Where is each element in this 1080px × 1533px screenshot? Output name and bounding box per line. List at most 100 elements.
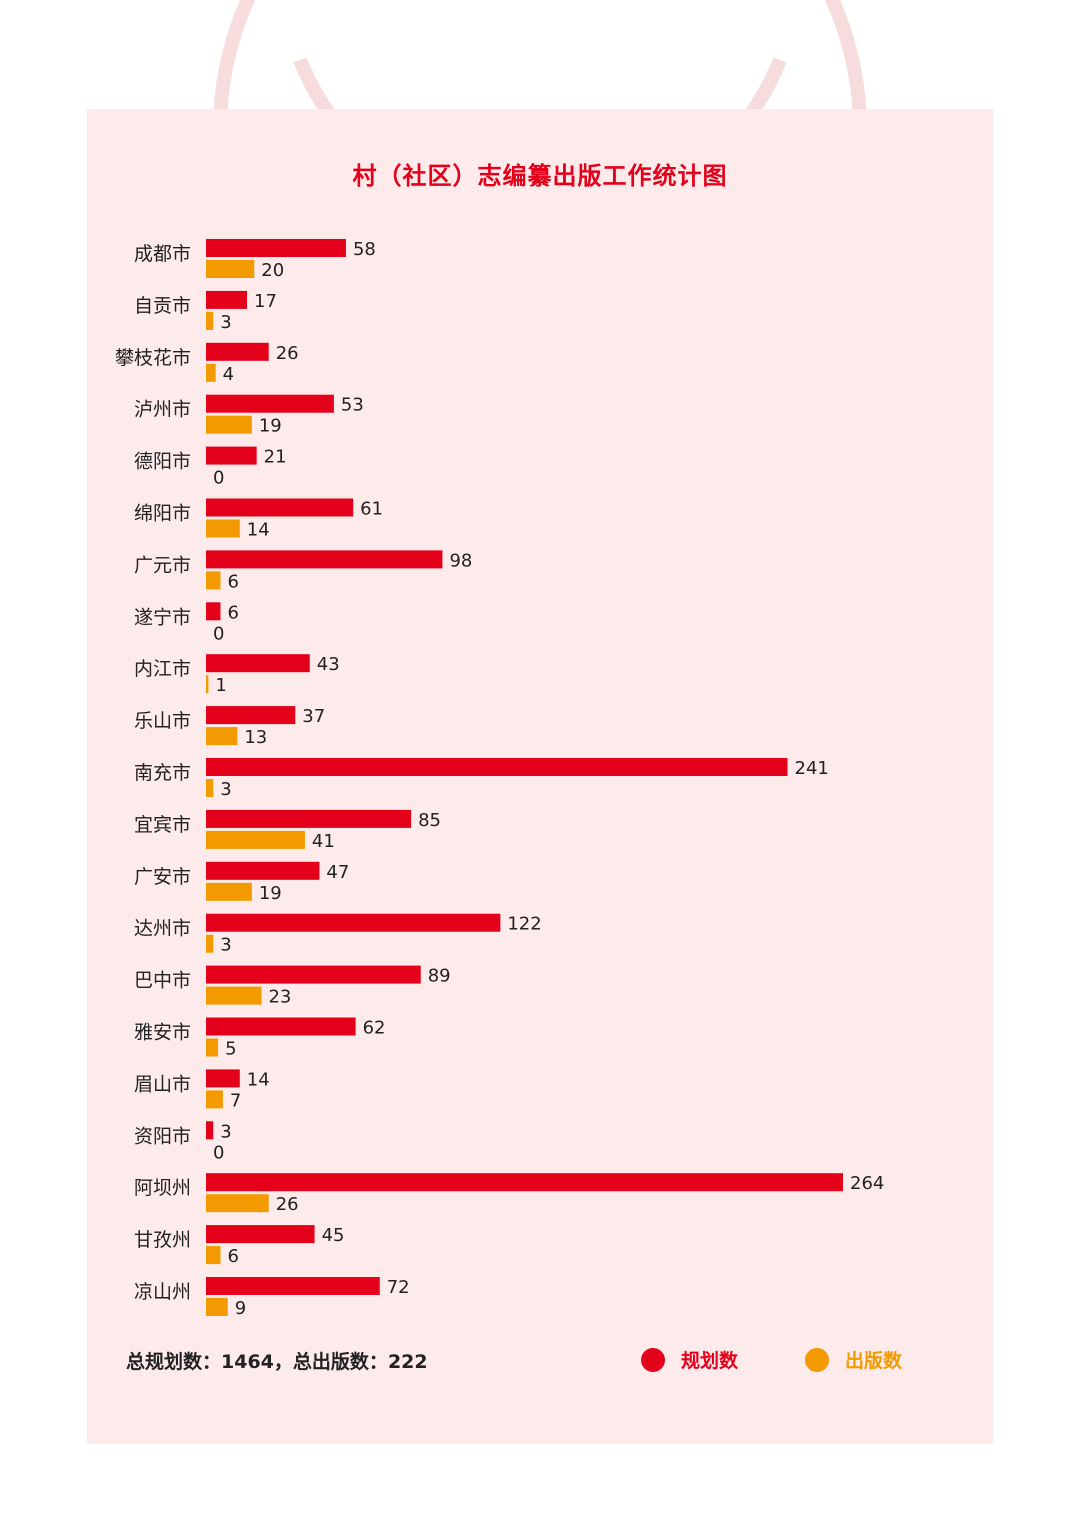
legend-label-published: 出版数 — [845, 1350, 903, 1372]
data-label-published: 41 — [312, 831, 335, 852]
bar-planned-绵阳市 — [206, 498, 354, 517]
bar-published-乐山市 — [206, 727, 238, 746]
data-label-planned: 241 — [795, 758, 829, 779]
data-label-published: 6 — [227, 1246, 238, 1267]
bar-planned-成都市 — [206, 239, 346, 257]
data-label-published: 23 — [268, 987, 291, 1008]
data-label-planned: 98 — [449, 550, 472, 571]
data-label-planned: 61 — [360, 499, 383, 520]
bar-published-眉山市 — [206, 1090, 223, 1109]
bar-published-阿坝州 — [206, 1194, 269, 1213]
bar-planned-广元市 — [206, 550, 443, 569]
data-label-planned: 85 — [418, 810, 441, 831]
legend-item-published: 出版数 — [805, 1346, 902, 1373]
bar-published-泸州市 — [206, 415, 252, 434]
category-label: 德阳市 — [134, 451, 191, 473]
total-planned-label: 总规划数： — [126, 1351, 222, 1373]
bar-planned-甘孜州 — [206, 1225, 315, 1244]
data-label-published: 4 — [223, 364, 234, 385]
data-label-planned: 122 — [507, 914, 541, 935]
bar-planned-德阳市 — [206, 446, 257, 465]
data-label-planned: 14 — [247, 1069, 270, 1090]
bar-planned-广安市 — [206, 861, 320, 880]
bar-planned-遂宁市 — [206, 602, 221, 621]
category-label: 阿坝州 — [134, 1177, 191, 1199]
data-label-published: 5 — [225, 1039, 236, 1060]
bar-published-成都市 — [206, 260, 255, 278]
legend-dot-planned — [641, 1347, 665, 1372]
data-label-published: 9 — [235, 1298, 246, 1319]
data-label-published: 3 — [220, 312, 231, 333]
bar-planned-凉山州 — [206, 1277, 380, 1295]
category-label: 凉山州 — [134, 1281, 191, 1303]
data-label-planned: 72 — [387, 1277, 410, 1298]
data-label-published: 19 — [259, 416, 282, 437]
chart-title: 村（社区）志编纂出版工作统计图 — [352, 162, 728, 190]
bar-published-广元市 — [206, 571, 221, 590]
bar-planned-南充市 — [206, 758, 788, 776]
category-label: 资阳市 — [134, 1125, 191, 1147]
category-label: 攀枝花市 — [115, 347, 191, 369]
category-label: 泸州市 — [134, 399, 191, 421]
bar-planned-自贡市 — [206, 290, 248, 309]
data-label-planned: 3 — [220, 1121, 231, 1142]
category-label: 绵阳市 — [134, 503, 191, 525]
data-label-planned: 6 — [227, 602, 238, 623]
bar-published-宜宾市 — [206, 830, 305, 849]
data-label-published: 7 — [230, 1090, 241, 1111]
bar-published-达州市 — [206, 934, 214, 953]
category-label: 甘孜州 — [134, 1229, 191, 1251]
data-label-published: 19 — [259, 883, 282, 904]
total-planned-value: 1464 — [221, 1351, 274, 1373]
data-label-planned: 26 — [276, 343, 299, 364]
data-label-published: 3 — [220, 779, 231, 800]
category-label: 巴中市 — [134, 970, 191, 992]
totals-separator: ， — [273, 1351, 293, 1373]
data-label-published: 0 — [213, 623, 224, 644]
category-label: 宜宾市 — [134, 814, 191, 836]
bar-published-攀枝花市 — [206, 363, 216, 382]
data-label-planned: 47 — [326, 862, 349, 883]
data-label-planned: 58 — [353, 239, 376, 260]
bar-published-甘孜州 — [206, 1246, 221, 1265]
category-label: 广安市 — [134, 866, 191, 888]
data-label-planned: 21 — [264, 447, 287, 468]
bar-planned-资阳市 — [206, 1121, 214, 1140]
bar-published-内江市 — [206, 675, 209, 694]
bar-published-巴中市 — [206, 986, 262, 1005]
bar-published-凉山州 — [206, 1298, 228, 1316]
bar-planned-宜宾市 — [206, 809, 412, 828]
bar-published-自贡市 — [206, 311, 214, 330]
bar-planned-攀枝花市 — [206, 342, 269, 361]
bar-planned-乐山市 — [206, 706, 296, 725]
total-published-label: 总出版数： — [292, 1351, 388, 1373]
data-label-published: 26 — [276, 1194, 299, 1215]
category-label: 自贡市 — [134, 295, 191, 317]
bar-planned-眉山市 — [206, 1069, 240, 1088]
bar-planned-阿坝州 — [206, 1173, 843, 1192]
data-label-published: 13 — [244, 727, 267, 748]
data-label-planned: 62 — [363, 1018, 386, 1039]
data-label-published: 14 — [247, 520, 270, 541]
category-label: 乐山市 — [134, 710, 191, 732]
data-label-planned: 37 — [302, 706, 325, 727]
category-label: 眉山市 — [134, 1073, 191, 1095]
bar-planned-内江市 — [206, 654, 310, 673]
totals-summary: 总规划数：1464，总出版数：222 — [126, 1347, 428, 1374]
chart-panel — [87, 109, 993, 1444]
legend-dot-published — [805, 1347, 829, 1372]
data-label-published: 20 — [261, 260, 284, 281]
data-label-planned: 264 — [850, 1173, 884, 1194]
data-label-published: 3 — [220, 935, 231, 956]
category-label: 成都市 — [134, 243, 191, 265]
category-label: 广元市 — [134, 554, 191, 576]
category-label: 达州市 — [134, 918, 191, 940]
category-label: 遂宁市 — [134, 606, 191, 628]
category-label: 内江市 — [134, 658, 191, 680]
category-label: 南充市 — [134, 762, 191, 784]
bar-planned-达州市 — [206, 913, 501, 932]
bar-planned-雅安市 — [206, 1017, 356, 1036]
data-label-published: 1 — [215, 675, 226, 696]
data-label-planned: 17 — [254, 291, 277, 312]
